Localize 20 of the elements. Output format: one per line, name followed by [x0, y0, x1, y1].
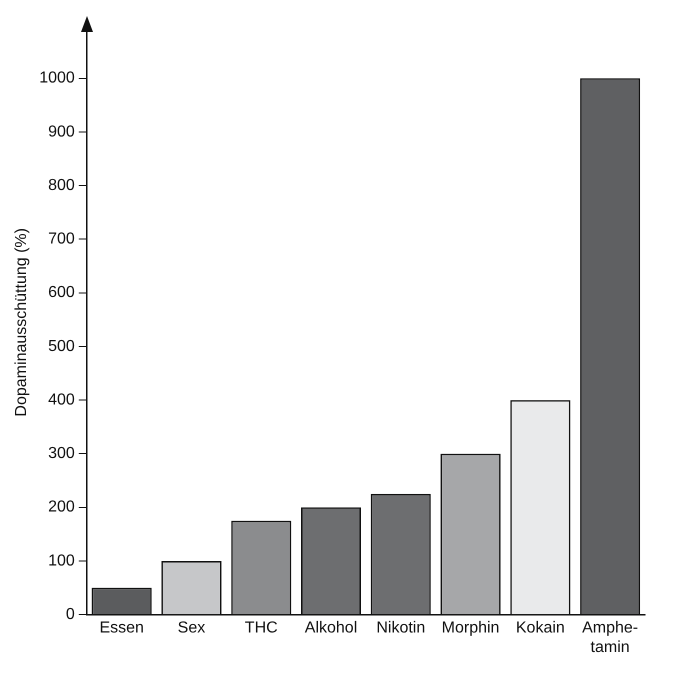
x-tick-label: THC: [244, 620, 278, 637]
y-tick-label: 500: [48, 338, 75, 355]
y-tick-label: 1000: [39, 70, 75, 87]
x-tick-label: Amphe- tamin: [582, 620, 638, 656]
y-tick-label: 600: [48, 284, 75, 302]
x-tick-label: Sex: [178, 620, 206, 637]
y-tick-label: 100: [48, 552, 75, 570]
x-tick-label: Alkohol: [304, 620, 358, 637]
y-tick-label: 700: [48, 230, 75, 248]
y-tick-label: 800: [48, 176, 75, 194]
x-tick-label: Morphin: [442, 620, 500, 637]
x-tick-label: Essen: [99, 620, 144, 637]
y-tick-label: 400: [48, 391, 75, 408]
x-tick-label: Nikotin: [376, 620, 426, 637]
x-tick-label: Kokain: [516, 620, 565, 637]
y-axis-title: Dopaminausschüttung (%): [13, 228, 30, 417]
y-tick-label: 0: [66, 606, 75, 624]
y-tick-label: 200: [48, 498, 75, 516]
y-tick-label: 900: [48, 123, 75, 140]
y-tick-label: 300: [48, 445, 75, 462]
